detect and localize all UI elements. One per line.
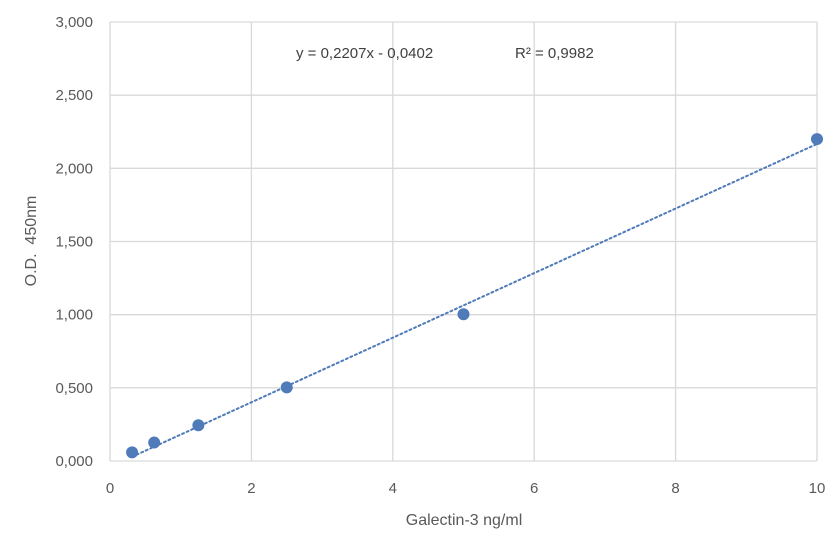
x-tick-label: 6 xyxy=(530,480,538,497)
y-axis-title: O.D. 450nm xyxy=(23,196,40,287)
data-point xyxy=(811,133,823,146)
y-tick-labels: 0,000 0,500 1,000 1,500 2,000 2,500 3,000 xyxy=(55,14,93,470)
y-tick-label: 0,500 xyxy=(55,380,93,397)
trendline xyxy=(131,142,818,458)
x-tick-label: 8 xyxy=(671,480,679,497)
data-point xyxy=(280,381,293,394)
trendline-equation: y = 0,2207x - 0,0402 xyxy=(296,45,433,62)
data-point xyxy=(457,308,470,321)
x-tick-label: 2 xyxy=(247,480,255,497)
x-tick-label: 10 xyxy=(809,480,826,497)
data-points xyxy=(126,133,823,459)
x-tick-label: 4 xyxy=(389,480,397,497)
y-tick-label: 3,000 xyxy=(55,14,93,31)
y-tick-label: 2,000 xyxy=(55,160,93,177)
y-tick-label: 1,000 xyxy=(55,307,93,324)
r-squared-label: R² = 0,9982 xyxy=(515,45,594,62)
x-tick-label: 0 xyxy=(106,480,114,497)
y-tick-label: 2,500 xyxy=(55,87,93,104)
x-axis-title: Galectin-3 ng/ml xyxy=(406,512,523,529)
y-tick-label: 1,500 xyxy=(55,234,93,251)
data-point xyxy=(148,436,161,449)
data-point xyxy=(192,419,205,432)
data-point xyxy=(126,446,139,459)
y-tick-label: 0,000 xyxy=(55,453,93,470)
x-tick-labels: 0 2 4 6 8 10 xyxy=(106,480,826,497)
gridlines xyxy=(109,21,818,462)
